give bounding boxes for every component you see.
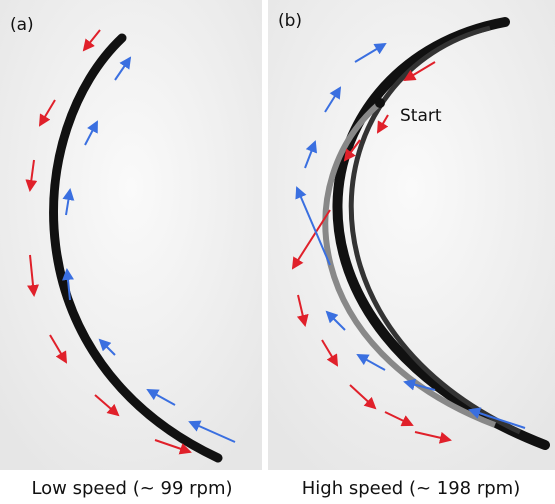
panel-label: (a): [10, 15, 34, 35]
start-label: Start: [400, 106, 442, 126]
blue-arrows: [62, 56, 236, 443]
caption: High speed (~ 198 rpm): [302, 478, 520, 499]
red-arrows: [25, 29, 192, 455]
trace: [49, 33, 223, 463]
panel-label: (b): [278, 11, 302, 31]
start-dot: [375, 98, 385, 108]
blue-arrows: [295, 42, 526, 429]
caption: Low speed (~ 99 rpm): [31, 478, 232, 499]
trace: [332, 17, 550, 450]
trace: [348, 25, 522, 435]
panel-a: (a): [0, 0, 262, 470]
photo-background: [0, 0, 262, 470]
panel-b: Start (b): [268, 0, 555, 470]
trace: [322, 100, 497, 428]
red-arrows: [291, 61, 452, 444]
